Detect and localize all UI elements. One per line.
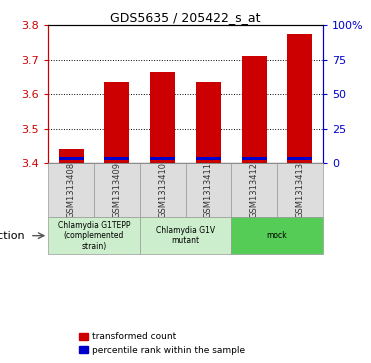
Bar (277, 163, 323, 217)
Text: Chlamydia G1TEPP
(complemented
strain): Chlamydia G1TEPP (complemented strain) (58, 221, 130, 250)
Bar (48, 217, 140, 254)
Bar (140, 163, 186, 217)
Bar (104, 157, 129, 160)
Text: GSM1313408: GSM1313408 (67, 162, 76, 218)
Bar (59, 149, 84, 163)
Text: GSM1313411: GSM1313411 (204, 162, 213, 218)
Text: GSM1313409: GSM1313409 (112, 162, 121, 218)
Title: GDS5635 / 205422_s_at: GDS5635 / 205422_s_at (110, 11, 261, 24)
Text: Chlamydia G1V
mutant: Chlamydia G1V mutant (156, 226, 215, 245)
Bar (196, 82, 221, 163)
Bar (140, 217, 231, 254)
Bar (287, 34, 312, 163)
Bar (94, 163, 140, 217)
Bar (242, 56, 267, 163)
Bar (186, 163, 231, 217)
Text: GSM1313410: GSM1313410 (158, 162, 167, 218)
Text: GSM1313413: GSM1313413 (295, 162, 304, 218)
Text: mock: mock (267, 231, 287, 240)
Bar (150, 72, 175, 163)
Bar (104, 82, 129, 163)
Text: infection: infection (0, 231, 24, 241)
Bar (287, 157, 312, 160)
Text: GSM1313412: GSM1313412 (250, 162, 259, 218)
Bar (59, 157, 84, 160)
Bar (196, 157, 221, 160)
Bar (150, 157, 175, 160)
Bar (242, 157, 267, 160)
Bar (48, 163, 94, 217)
Bar (231, 163, 277, 217)
Bar (231, 217, 323, 254)
Legend: transformed count, percentile rank within the sample: transformed count, percentile rank withi… (79, 333, 245, 355)
